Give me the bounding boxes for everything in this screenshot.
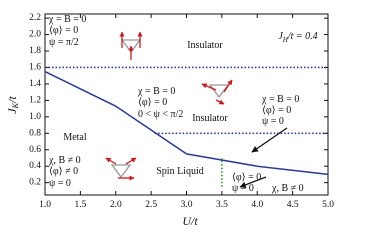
annotation: ψ = 0 bbox=[262, 116, 284, 127]
y-tick-label: 1.4 bbox=[29, 79, 41, 89]
annotation: Spin Liquid bbox=[156, 166, 204, 177]
x-tick-label: 5.0 bbox=[322, 200, 334, 210]
annotation: χ = B = 0 bbox=[261, 94, 299, 105]
annotation: Insulator bbox=[192, 113, 228, 124]
spin-icons bbox=[105, 31, 288, 188]
annotation: 0 < ψ < π/2 bbox=[138, 109, 183, 120]
annotation: Metal bbox=[63, 132, 87, 143]
x-axis-label: U/t bbox=[182, 214, 198, 228]
y-tick-label: 0.2 bbox=[29, 178, 41, 188]
y-tick-label: 1.6 bbox=[29, 63, 41, 73]
annotation: ⟨φ⟩ = 0 bbox=[232, 172, 261, 183]
annotation: χ, B ≠ 0 bbox=[271, 183, 304, 194]
x-tick-label: 4.0 bbox=[251, 200, 263, 210]
y-tick-label: 2.2 bbox=[29, 13, 41, 23]
annotation: JH/t = 0.4 bbox=[278, 31, 317, 43]
y-axis-label: JK/t bbox=[5, 96, 20, 114]
annotation: χ, B ≠ 0 bbox=[48, 155, 81, 166]
annotation: ⟨φ⟩ ≠ 0 bbox=[49, 166, 78, 177]
y-tick-label: 2.0 bbox=[29, 30, 41, 40]
y-tick-label: 0.8 bbox=[29, 128, 41, 138]
x-tick-label: 1.0 bbox=[39, 200, 51, 210]
y-tick-label: 1.0 bbox=[29, 112, 41, 122]
y-tick-label: 0.6 bbox=[29, 145, 41, 155]
x-tick-label: 3.0 bbox=[181, 200, 193, 210]
annotation: Insulator bbox=[187, 40, 223, 51]
annotation: ⟨φ⟩ = 0 bbox=[138, 97, 167, 108]
x-tick-label: 2.0 bbox=[110, 200, 122, 210]
x-tick-label: 1.5 bbox=[74, 200, 86, 210]
annotation: ψ = 0 bbox=[232, 183, 254, 194]
annotation: χ = B = 0 bbox=[48, 14, 86, 25]
x-tick-label: 2.5 bbox=[145, 200, 157, 210]
boundary-line bbox=[44, 70, 329, 176]
x-tick-label: 4.5 bbox=[287, 200, 299, 210]
annotation: ⟨φ⟩ = 0 bbox=[262, 105, 291, 116]
annotation: ψ = π/2 bbox=[49, 37, 79, 48]
annotation: ψ = 0 bbox=[49, 178, 71, 189]
annotation: χ = B = 0 bbox=[137, 86, 175, 97]
y-tick-label: 1.2 bbox=[29, 96, 41, 106]
y-tick-label: 1.8 bbox=[29, 46, 41, 56]
y-tick-label: 0.4 bbox=[29, 161, 41, 171]
x-tick-label: 3.5 bbox=[216, 200, 228, 210]
annotation: ⟨φ⟩ = 0 bbox=[49, 25, 78, 36]
